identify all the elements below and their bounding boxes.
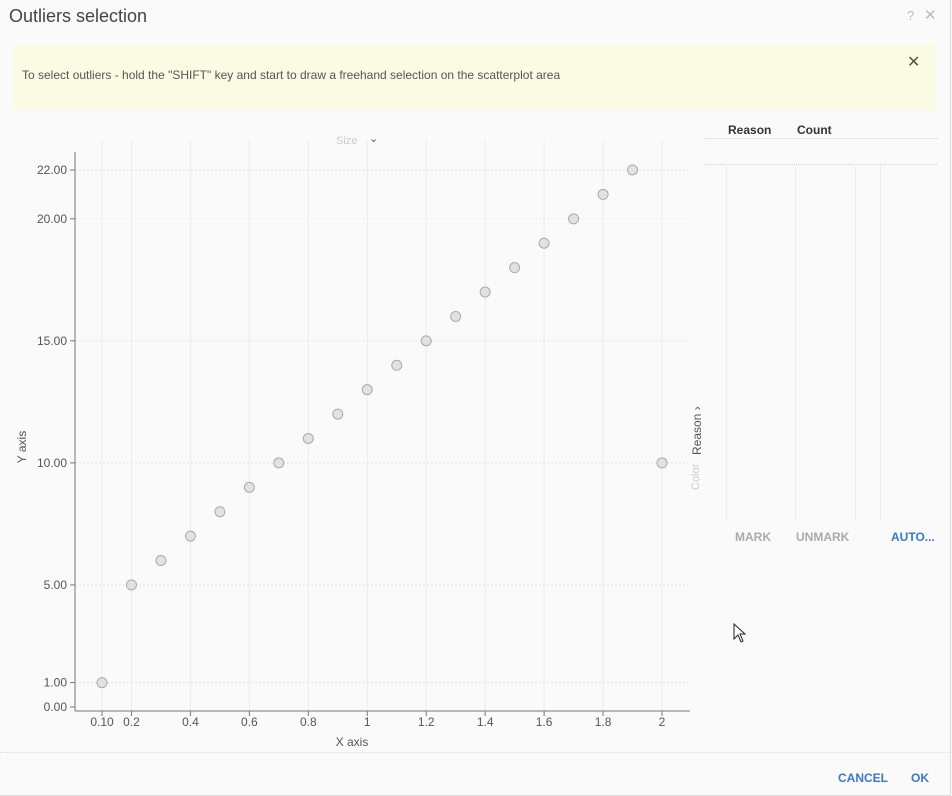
y-tick-label: 0.00 xyxy=(44,700,68,714)
banner-text: To select outliers - hold the "SHIFT" ke… xyxy=(22,68,561,82)
scatter-point[interactable] xyxy=(538,237,550,249)
close-icon[interactable]: ✕ xyxy=(924,7,937,24)
scatter-point[interactable] xyxy=(597,188,609,200)
x-tick-label: 1.4 xyxy=(477,715,494,729)
x-tick-label: 0.8 xyxy=(300,715,317,729)
scatter-point[interactable] xyxy=(155,555,167,567)
scatter-point[interactable] xyxy=(656,457,668,469)
scatter-point[interactable] xyxy=(273,457,285,469)
scatter-point[interactable] xyxy=(184,530,196,542)
column-line xyxy=(726,166,727,521)
y-tick-label: 10.00 xyxy=(37,456,67,470)
column-line xyxy=(855,166,856,521)
color-placeholder: Color xyxy=(690,460,704,495)
scatter-point[interactable] xyxy=(214,506,226,518)
scatter-point[interactable] xyxy=(568,213,580,225)
color-placeholder-label: Color xyxy=(690,463,702,490)
scatter-point[interactable] xyxy=(420,335,432,347)
x-axis-title: X axis xyxy=(336,735,369,749)
color-selector[interactable]: Reason › xyxy=(690,395,704,455)
y-tick-label: 5.00 xyxy=(44,578,68,592)
unmark-button[interactable]: UNMARK xyxy=(796,530,850,544)
x-tick-label: 0.10 xyxy=(90,715,114,729)
footer-divider xyxy=(0,752,950,753)
x-tick-label: 0.2 xyxy=(123,715,140,729)
scatter-point[interactable] xyxy=(96,677,108,689)
x-tick-label: 1 xyxy=(364,715,371,729)
mark-button[interactable]: MARK xyxy=(735,530,771,544)
size-selector-label[interactable]: Size xyxy=(336,135,358,147)
x-tick-label: 1.6 xyxy=(536,715,553,729)
scatter-point[interactable] xyxy=(361,384,373,396)
scatter-point[interactable] xyxy=(627,164,639,176)
question-mark-icon[interactable]: ? xyxy=(907,8,915,23)
scatter-point[interactable] xyxy=(391,359,403,371)
auto-button[interactable]: AUTO... xyxy=(891,530,935,544)
column-header-count[interactable]: Count xyxy=(797,123,832,137)
axes xyxy=(70,152,690,716)
scatter-point[interactable] xyxy=(125,579,137,591)
reasons-panel: Reason Count xyxy=(705,118,937,521)
column-line xyxy=(880,166,881,521)
y-axis-title: Y axis xyxy=(15,431,29,463)
column-line xyxy=(795,166,796,521)
x-tick-labels: 0.10 0.2 0.4 0.6 0.8 1 1.2 1.4 1.6 1.8 2 xyxy=(90,715,665,729)
info-banner: To select outliers - hold the "SHIFT" ke… xyxy=(12,44,936,110)
column-header-reason[interactable]: Reason xyxy=(728,123,772,137)
color-selector-label[interactable]: Reason xyxy=(690,413,704,455)
y-tick-label: 22.00 xyxy=(37,163,67,177)
y-tick-label: 20.00 xyxy=(37,212,67,226)
scatter-point[interactable] xyxy=(332,408,344,420)
header-divider xyxy=(705,138,937,139)
x-tick-label: 0.6 xyxy=(241,715,258,729)
chevron-down-icon[interactable]: ⌄ xyxy=(369,133,379,145)
scatter-point[interactable] xyxy=(509,262,521,274)
scatter-point[interactable] xyxy=(302,433,314,444)
y-tick-label: 1.00 xyxy=(44,676,68,690)
x-tick-label: 0.4 xyxy=(182,715,199,729)
x-tick-label: 1.2 xyxy=(418,715,435,729)
scatter-point[interactable] xyxy=(243,481,255,493)
scatter-point[interactable] xyxy=(479,286,491,298)
x-tick-label: 2 xyxy=(659,715,666,729)
dialog-title: Outliers selection xyxy=(9,6,148,26)
row-divider xyxy=(705,164,937,165)
y-tick-label: 15.00 xyxy=(37,334,67,348)
mouse-cursor-icon xyxy=(733,623,747,643)
y-tick-labels: 0.00 1.00 5.00 10.00 15.00 20.00 22.00 xyxy=(37,163,67,714)
cancel-button[interactable]: CANCEL xyxy=(838,771,888,785)
x-tick-label: 1.8 xyxy=(595,715,612,729)
scatter-point[interactable] xyxy=(450,310,462,322)
ok-button[interactable]: OK xyxy=(911,771,929,785)
chevron-icon[interactable]: › xyxy=(690,406,704,411)
banner-close-icon[interactable]: ✕ xyxy=(907,54,921,71)
grid-lines xyxy=(75,140,690,711)
data-points xyxy=(96,164,668,689)
